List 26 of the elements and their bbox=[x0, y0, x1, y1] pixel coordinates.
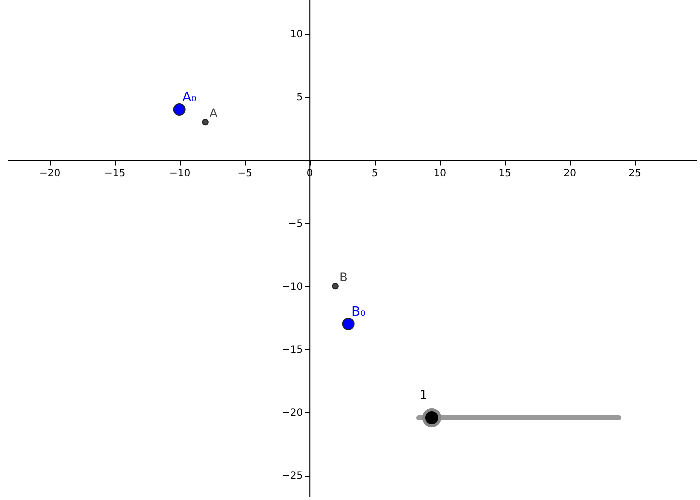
y-tick-label: −25 bbox=[282, 471, 304, 482]
point bbox=[332, 283, 339, 290]
x-tick-label: −20 bbox=[40, 168, 61, 180]
y-tick-label: −10 bbox=[282, 282, 304, 293]
x-tick-label: −10 bbox=[170, 168, 191, 180]
series-label: B₀ bbox=[352, 305, 366, 320]
series-label: B bbox=[340, 270, 348, 284]
x-tick-label: 5 bbox=[372, 168, 378, 180]
point bbox=[173, 104, 186, 116]
y-tick-label: 5 bbox=[296, 92, 304, 104]
x-tick-label: −5 bbox=[238, 168, 252, 180]
y-tick-label: 10 bbox=[290, 30, 304, 41]
x-tick-label: 15 bbox=[498, 168, 512, 180]
x-tick-label: 25 bbox=[628, 168, 642, 180]
y-tick-label: −20 bbox=[282, 408, 304, 419]
series-label: A₀ bbox=[182, 90, 197, 106]
point bbox=[202, 119, 209, 126]
x-tick-label: 20 bbox=[564, 168, 576, 180]
y-tick-label: −5 bbox=[288, 218, 304, 230]
y-tick-label: −15 bbox=[282, 344, 304, 356]
series-label: A bbox=[210, 106, 219, 120]
x-tick-label: 10 bbox=[434, 168, 446, 180]
x-tick-label: −15 bbox=[104, 168, 126, 180]
slider: 1 bbox=[413, 388, 625, 430]
point bbox=[342, 318, 355, 330]
annotation: 1 bbox=[420, 388, 428, 402]
